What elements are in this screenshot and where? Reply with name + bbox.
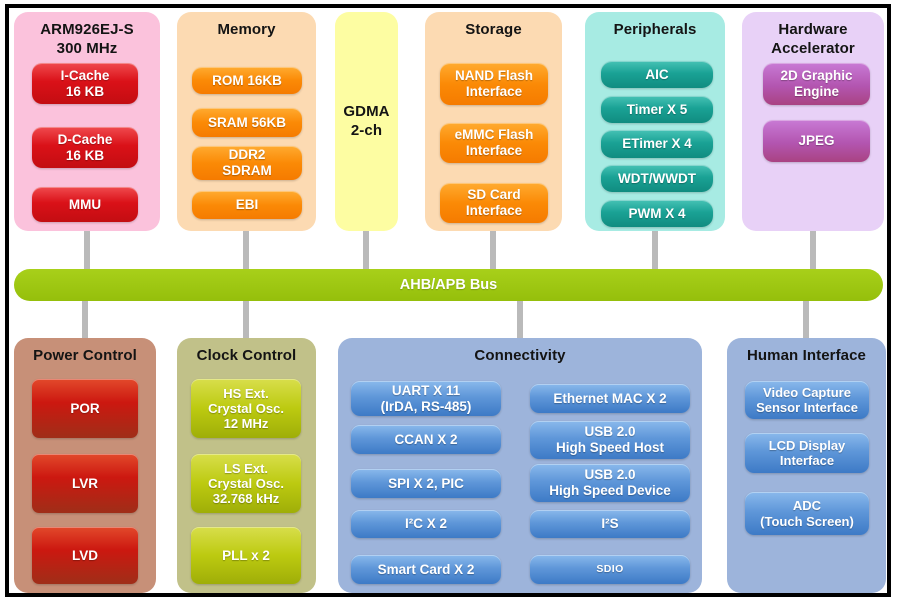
panel-gdma-title: GDMA 2-ch — [343, 102, 390, 139]
panel-hardware-accelerator: Hardware Accelerator 2D Graphic Engine J… — [742, 12, 884, 231]
panel-clock-control-title: Clock Control — [196, 347, 297, 364]
panel-peripherals: Peripherals AIC Timer X 5 ETimer X 4 WDT… — [585, 12, 725, 231]
block-mmu: MMU — [32, 187, 138, 222]
panel-peripherals-title: Peripherals — [613, 21, 697, 38]
block-etimer: ETimer X 4 — [601, 130, 713, 158]
block-ccan: CCAN X 2 — [351, 425, 501, 454]
bus-connector-clock — [243, 300, 249, 339]
block-rom: ROM 16KB — [192, 67, 302, 94]
block-lvd: LVD — [32, 527, 138, 584]
block-video-capture: Video Capture Sensor Interface — [745, 381, 869, 419]
block-ddr2-sdram: DDR2 SDRAM — [192, 146, 302, 180]
panel-gdma: GDMA 2-ch — [335, 12, 398, 231]
bus-connector-arm — [84, 230, 90, 270]
panel-memory-title: Memory — [217, 21, 276, 38]
bus-connector-storage — [490, 230, 496, 270]
panel-human-interface-title: Human Interface — [746, 347, 867, 364]
block-emmc-flash-interface: eMMC Flash Interface — [440, 123, 548, 163]
panel-connectivity: Connectivity UART X 11 (IrDA, RS-485) CC… — [338, 338, 702, 593]
block-ebi: EBI — [192, 191, 302, 219]
block-timer: Timer X 5 — [601, 96, 713, 123]
panel-memory: Memory ROM 16KB SRAM 56KB DDR2 SDRAM EBI — [177, 12, 316, 231]
block-sdio: SDIO — [530, 555, 690, 584]
panel-power-control: Power Control POR LVR LVD — [14, 338, 156, 593]
block-ethernet-mac: Ethernet MAC X 2 — [530, 384, 690, 413]
panel-storage-title: Storage — [465, 21, 522, 38]
block-usb-device: USB 2.0 High Speed Device — [530, 464, 690, 502]
bus-connector-peripherals — [652, 230, 658, 270]
block-usb-host: USB 2.0 High Speed Host — [530, 421, 690, 459]
block-sd-card-interface: SD Card Interface — [440, 183, 548, 223]
block-smart-card: Smart Card X 2 — [351, 555, 501, 584]
bus-connector-memory — [243, 230, 249, 270]
panel-power-control-title: Power Control — [33, 347, 137, 364]
block-uart: UART X 11 (IrDA, RS-485) — [351, 381, 501, 416]
panel-connectivity-title: Connectivity — [474, 347, 566, 364]
block-d-cache: D-Cache 16 KB — [32, 127, 138, 168]
block-wdt-wwdt: WDT/WWDT — [601, 165, 713, 192]
block-2d-graphic-engine: 2D Graphic Engine — [763, 63, 870, 105]
block-sram: SRAM 56KB — [192, 108, 302, 137]
block-por: POR — [32, 379, 138, 438]
block-ls-crystal-osc: LS Ext. Crystal Osc. 32.768 kHz — [191, 454, 301, 513]
bus-connector-power — [82, 300, 88, 339]
block-adc-touch: ADC (Touch Screen) — [745, 492, 869, 535]
block-hs-crystal-osc: HS Ext. Crystal Osc. 12 MHz — [191, 379, 301, 438]
block-spi-pic: SPI X 2, PIC — [351, 469, 501, 498]
bus-connector-connectivity — [517, 300, 523, 339]
ahb-apb-bus: AHB/APB Bus — [14, 269, 883, 301]
bus-connector-gdma — [363, 230, 369, 270]
block-pwm: PWM X 4 — [601, 200, 713, 227]
panel-storage: Storage NAND Flash Interface eMMC Flash … — [425, 12, 562, 231]
panel-clock-control: Clock Control HS Ext. Crystal Osc. 12 MH… — [177, 338, 316, 593]
block-i2c: I²C X 2 — [351, 510, 501, 538]
panel-arm-cpu-title: ARM926EJ-S 300 MHz — [40, 21, 134, 57]
block-nand-flash-interface: NAND Flash Interface — [440, 63, 548, 105]
block-aic: AIC — [601, 61, 713, 88]
panel-human-interface: Human Interface Video Capture Sensor Int… — [727, 338, 886, 593]
block-i-cache: I-Cache 16 KB — [32, 63, 138, 104]
panel-hardware-accelerator-title: Hardware Accelerator — [771, 21, 855, 57]
block-jpeg: JPEG — [763, 120, 870, 162]
panel-arm-cpu: ARM926EJ-S 300 MHz I-Cache 16 KB D-Cache… — [14, 12, 160, 231]
block-i2s: I²S — [530, 510, 690, 538]
bus-connector-human-interface — [803, 300, 809, 339]
diagram-border — [5, 4, 891, 597]
block-lcd-display: LCD Display Interface — [745, 433, 869, 473]
bus-connector-hw-accel — [810, 230, 816, 270]
block-pll: PLL x 2 — [191, 527, 301, 584]
block-lvr: LVR — [32, 454, 138, 513]
